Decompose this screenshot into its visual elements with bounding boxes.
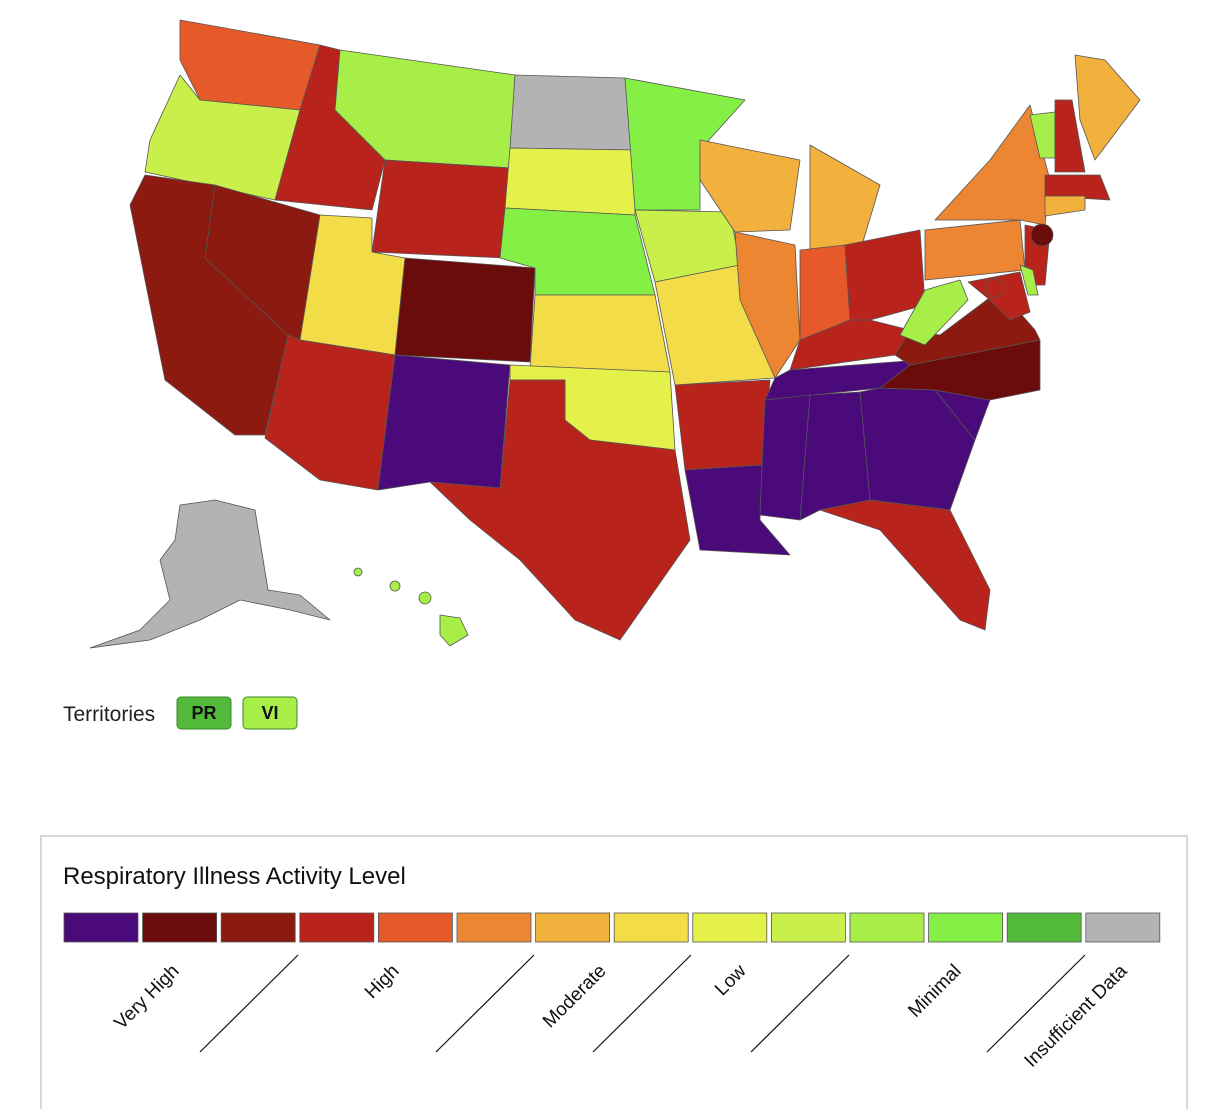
legend-swatch xyxy=(299,912,375,943)
territory-buttons: PR VI xyxy=(176,696,298,730)
legend-swatch xyxy=(377,912,453,943)
state-wy[interactable] xyxy=(371,159,511,259)
legend-swatch xyxy=(142,912,218,943)
legend-swatch xyxy=(928,912,1003,943)
state-la[interactable] xyxy=(684,464,791,556)
territory-button[interactable] xyxy=(176,696,232,730)
state-me[interactable] xyxy=(1074,54,1141,161)
territories-label: Territories xyxy=(63,703,155,726)
state-nm[interactable] xyxy=(377,354,511,491)
state-wv[interactable] xyxy=(899,279,969,346)
legend-panel xyxy=(40,835,1188,1109)
legend-separator xyxy=(435,954,535,1053)
state-hi-island[interactable] xyxy=(389,580,401,592)
legend-swatch xyxy=(849,912,925,943)
state-fl[interactable] xyxy=(819,499,991,631)
nyc-marker[interactable] xyxy=(1030,223,1054,247)
legend-swatch xyxy=(771,912,846,943)
state-pa[interactable] xyxy=(924,219,1026,281)
state-hi-island[interactable] xyxy=(353,567,363,577)
legend-separator xyxy=(986,954,1086,1053)
legend-separator xyxy=(750,954,850,1053)
state-sd[interactable] xyxy=(504,147,636,216)
legend-swatch xyxy=(613,912,689,943)
state-hi[interactable] xyxy=(439,614,469,647)
legend-swatch xyxy=(1085,912,1161,943)
legend-swatch xyxy=(535,912,610,943)
state-al[interactable] xyxy=(799,391,871,521)
dc-marker[interactable] xyxy=(985,278,1005,298)
state-tx[interactable] xyxy=(429,379,691,641)
territory-button[interactable] xyxy=(242,696,298,730)
legend-separator xyxy=(592,954,692,1053)
state-ar[interactable] xyxy=(674,379,771,471)
state-nd[interactable] xyxy=(509,74,636,151)
legend-swatch xyxy=(692,912,768,943)
legend-separator xyxy=(199,954,299,1053)
legend-swatch xyxy=(220,912,296,943)
territory-name[interactable]: VI xyxy=(261,703,278,723)
state-de[interactable] xyxy=(1019,264,1039,296)
state-ma[interactable] xyxy=(1044,174,1111,201)
state-oh[interactable] xyxy=(844,229,926,321)
state-il[interactable] xyxy=(734,231,801,379)
state-ca[interactable] xyxy=(129,174,289,436)
state-wa[interactable] xyxy=(179,19,321,111)
us-map xyxy=(89,19,1141,649)
territory-name[interactable]: PR xyxy=(191,703,216,723)
state-az[interactable] xyxy=(264,334,396,491)
state-nh[interactable] xyxy=(1054,99,1086,173)
state-hi-island[interactable] xyxy=(418,591,432,605)
state-ak[interactable] xyxy=(89,499,331,649)
state-ct-ri[interactable] xyxy=(1044,195,1086,217)
legend-swatch xyxy=(456,912,532,943)
legend-swatch xyxy=(1006,912,1082,943)
legend-swatch xyxy=(63,912,139,943)
state-co[interactable] xyxy=(394,257,536,363)
state-ms[interactable] xyxy=(759,394,811,521)
state-wi[interactable] xyxy=(699,139,801,233)
legend-title: Respiratory Illness Activity Level xyxy=(63,863,406,890)
state-ks[interactable] xyxy=(529,294,671,373)
state-mi[interactable] xyxy=(809,144,881,251)
